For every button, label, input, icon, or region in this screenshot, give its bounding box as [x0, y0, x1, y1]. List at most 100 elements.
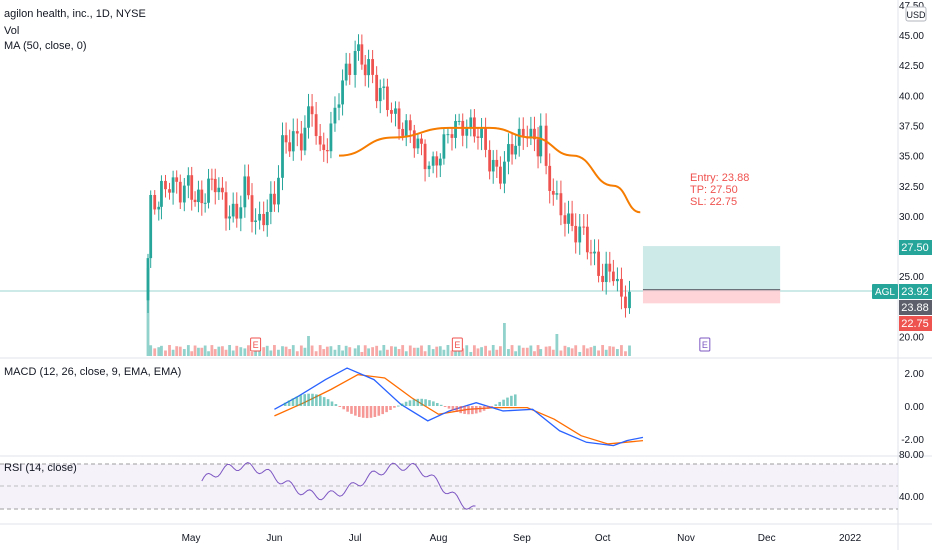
macd-histogram-bar [334, 404, 338, 406]
volume-bar [295, 351, 299, 356]
candle-body [507, 144, 510, 162]
volume-bar [193, 345, 197, 356]
volume-bar [371, 347, 375, 356]
volume-bar [171, 349, 175, 356]
candle-body [231, 203, 235, 217]
macd-histogram-bar [373, 406, 377, 417]
volume-bar [544, 346, 548, 356]
volume-bar [262, 347, 266, 356]
price-axis-tick: 47.50 [899, 1, 924, 12]
volume-bar [157, 347, 161, 356]
volume-bar [498, 346, 502, 356]
candle-body [348, 63, 352, 75]
volume-bar [495, 349, 499, 356]
candle-body [149, 194, 153, 259]
macd-histogram-bar [498, 401, 501, 406]
candle-body [578, 226, 582, 243]
macd-histogram-bar [486, 406, 490, 409]
volume-bar [480, 347, 483, 356]
candle-body [329, 123, 333, 152]
macd-histogram-bar [435, 403, 439, 406]
candle-body [555, 193, 559, 195]
volume-bar [628, 345, 631, 356]
macd-histogram-bar [396, 405, 400, 407]
macd-histogram-bar [291, 398, 295, 406]
volume-bar [469, 351, 473, 356]
volume-bar [510, 345, 514, 356]
candle-body [551, 190, 555, 195]
volume-bar [291, 345, 295, 356]
volume-bar [525, 347, 529, 356]
macd-histogram-bar [385, 406, 388, 413]
macd-histogram-bar [322, 397, 326, 406]
time-axis-tick: Aug [430, 533, 448, 544]
candle-body [457, 120, 461, 122]
candle-body [529, 128, 533, 139]
volume-bar [551, 349, 555, 356]
volume-bar [284, 346, 288, 356]
rsi-line [201, 461, 476, 510]
candle-body [559, 193, 563, 216]
candle-body [175, 177, 179, 182]
currency-badge[interactable] [905, 6, 927, 22]
macd-histogram-bar [478, 406, 482, 413]
volume-bar [416, 347, 420, 356]
macd-histogram-bar [338, 406, 342, 407]
macd-axis-tick: 2.00 [905, 369, 925, 380]
volume-bar [442, 349, 446, 356]
candle-body [593, 251, 596, 254]
volume-bar [539, 349, 543, 356]
candle-body [247, 176, 250, 196]
macd-histogram-bar [510, 395, 513, 406]
candle-body [265, 211, 269, 226]
volume-bar [507, 349, 510, 356]
time-axis-tick: Oct [595, 533, 611, 544]
candle-body [491, 159, 495, 172]
volume-bar [197, 347, 200, 356]
earnings-marker-box [699, 337, 711, 352]
last-price-tag-text: 23.92 [901, 286, 929, 298]
macd-histogram-bar [428, 400, 431, 406]
volume-bar [182, 349, 186, 356]
candle-body [200, 189, 204, 204]
sl-annotation: SL: 22.75 [690, 196, 737, 208]
candle-body [616, 278, 619, 282]
price-axis-tick: 32.50 [899, 182, 924, 193]
macd-histogram-bar [420, 398, 423, 406]
volume-label[interactable]: Vol [4, 25, 20, 37]
rsi-axis-tick: 40.00 [899, 492, 924, 503]
macd-histogram-bar [287, 400, 291, 406]
macd-histogram-bar [354, 406, 357, 416]
price-axis-tick: 45.00 [899, 31, 924, 42]
volume-bar [446, 345, 450, 356]
time-axis-tick: Nov [677, 533, 695, 544]
last-price-tag [899, 284, 932, 299]
candle-body [465, 127, 469, 136]
macd-histogram-bar [295, 396, 299, 406]
volume-bar [582, 345, 586, 356]
sl-price-tag-text: 22.75 [901, 318, 929, 330]
volume-bar [529, 345, 533, 356]
volume-bar [563, 345, 567, 356]
macd-histogram-bar [424, 399, 427, 406]
macd-histogram-bar [443, 406, 447, 407]
symbol-title[interactable]: agilon health, inc., 1D, NYSE [4, 8, 146, 20]
macd-label[interactable]: MACD (12, 26, close, 9, EMA, EMA) [4, 366, 182, 378]
volume-bar [488, 350, 492, 356]
candle-body [533, 128, 536, 140]
rsi-label[interactable]: RSI (14, close) [4, 462, 77, 474]
candle-body [427, 165, 431, 170]
candle-body [357, 44, 360, 52]
macd-histogram-bar [506, 397, 509, 406]
volume-bar [533, 351, 536, 356]
candle-body [164, 180, 167, 190]
ma-label[interactable]: MA (50, close, 0) [4, 40, 87, 52]
volume-bar [397, 349, 401, 356]
macd-histogram-bar [404, 401, 408, 406]
volume-bar [318, 345, 322, 356]
volume-bar [303, 347, 307, 356]
candle-body [353, 51, 357, 75]
volume-bar [288, 349, 292, 356]
candle-body [168, 189, 171, 193]
